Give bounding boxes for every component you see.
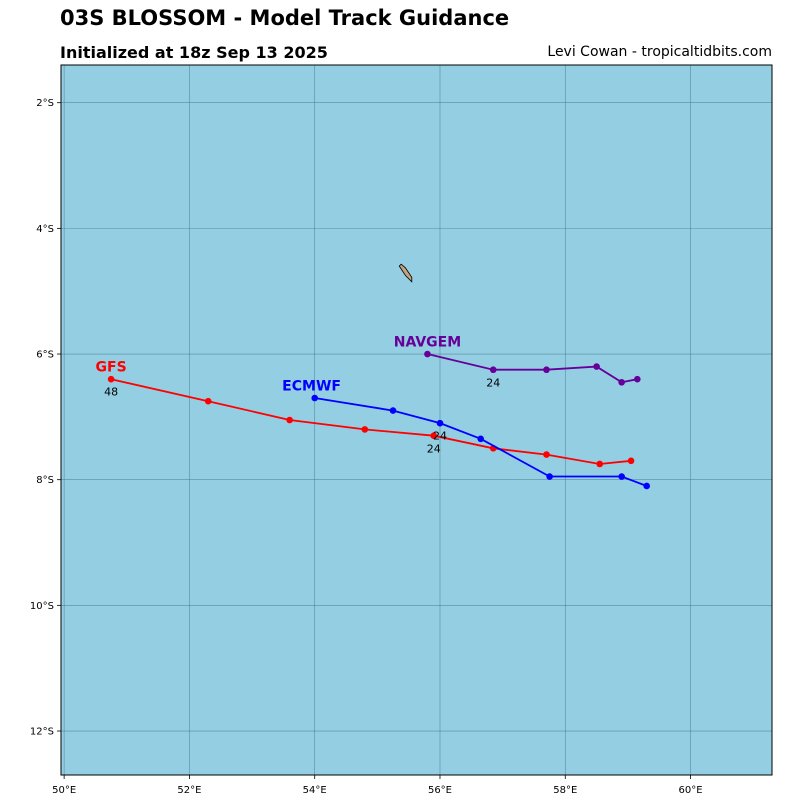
navgem-track-point	[424, 350, 431, 358]
island-shape	[398, 263, 413, 283]
ecmwf-track-point	[389, 407, 397, 414]
gfs-track-point	[107, 375, 115, 383]
ecmwf-track-point	[546, 473, 553, 480]
x-tick-label: 60°E	[679, 785, 703, 796]
x-tick-label: 52°E	[177, 785, 201, 796]
navgem-track-point	[634, 375, 641, 383]
ecmwf-track-point	[618, 473, 625, 480]
ecmwf-track-point	[311, 394, 319, 402]
gfs-hour-label: 24	[427, 442, 441, 455]
ocean-background	[61, 65, 772, 775]
x-tick-label: 50°E	[52, 785, 76, 796]
navgem-track-point	[593, 363, 600, 370]
navgem-track-point	[543, 366, 550, 374]
ecmwf-hour-label: 24	[433, 430, 447, 443]
gfs-hour-label: 48	[104, 386, 118, 399]
y-tick-label: 12°S	[30, 727, 54, 738]
y-tick-label: 10°S	[30, 601, 54, 612]
plot-frame	[60, 64, 773, 776]
navgem-track-point	[489, 366, 497, 374]
ecmwf-model-label: ECMWF	[282, 378, 341, 394]
y-tick-label: 6°S	[36, 350, 54, 361]
navgem-track-point	[618, 379, 625, 386]
navgem-model-label: NAVGEM	[394, 334, 461, 350]
chart-subtitle: Initialized at 18z Sep 13 2025	[60, 43, 328, 62]
x-tick-label: 54°E	[303, 785, 327, 796]
navgem-hour-label: 24	[486, 376, 500, 389]
gfs-track-point	[543, 451, 550, 458]
gfs-track-point	[627, 457, 635, 465]
ecmwf-track-point	[436, 419, 444, 427]
ecmwf-track-point	[477, 435, 485, 443]
credit-text: Levi Cowan - tropicaltidbits.com	[547, 44, 772, 60]
chart-title: 03S BLOSSOM - Model Track Guidance	[60, 6, 510, 30]
gfs-track-point	[430, 432, 438, 440]
gfs-track-point	[204, 397, 212, 405]
y-tick-label: 4°S	[36, 224, 54, 235]
ecmwf-track-point	[643, 482, 651, 490]
gfs-model-label: GFS	[96, 360, 127, 376]
y-tick-label: 2°S	[36, 98, 54, 109]
x-tick-label: 58°E	[553, 785, 577, 796]
gfs-track-point	[286, 416, 293, 424]
y-tick-label: 8°S	[36, 475, 54, 486]
gfs-track-point	[361, 426, 369, 433]
x-tick-label: 56°E	[428, 785, 452, 796]
gfs-track-point	[596, 460, 604, 468]
